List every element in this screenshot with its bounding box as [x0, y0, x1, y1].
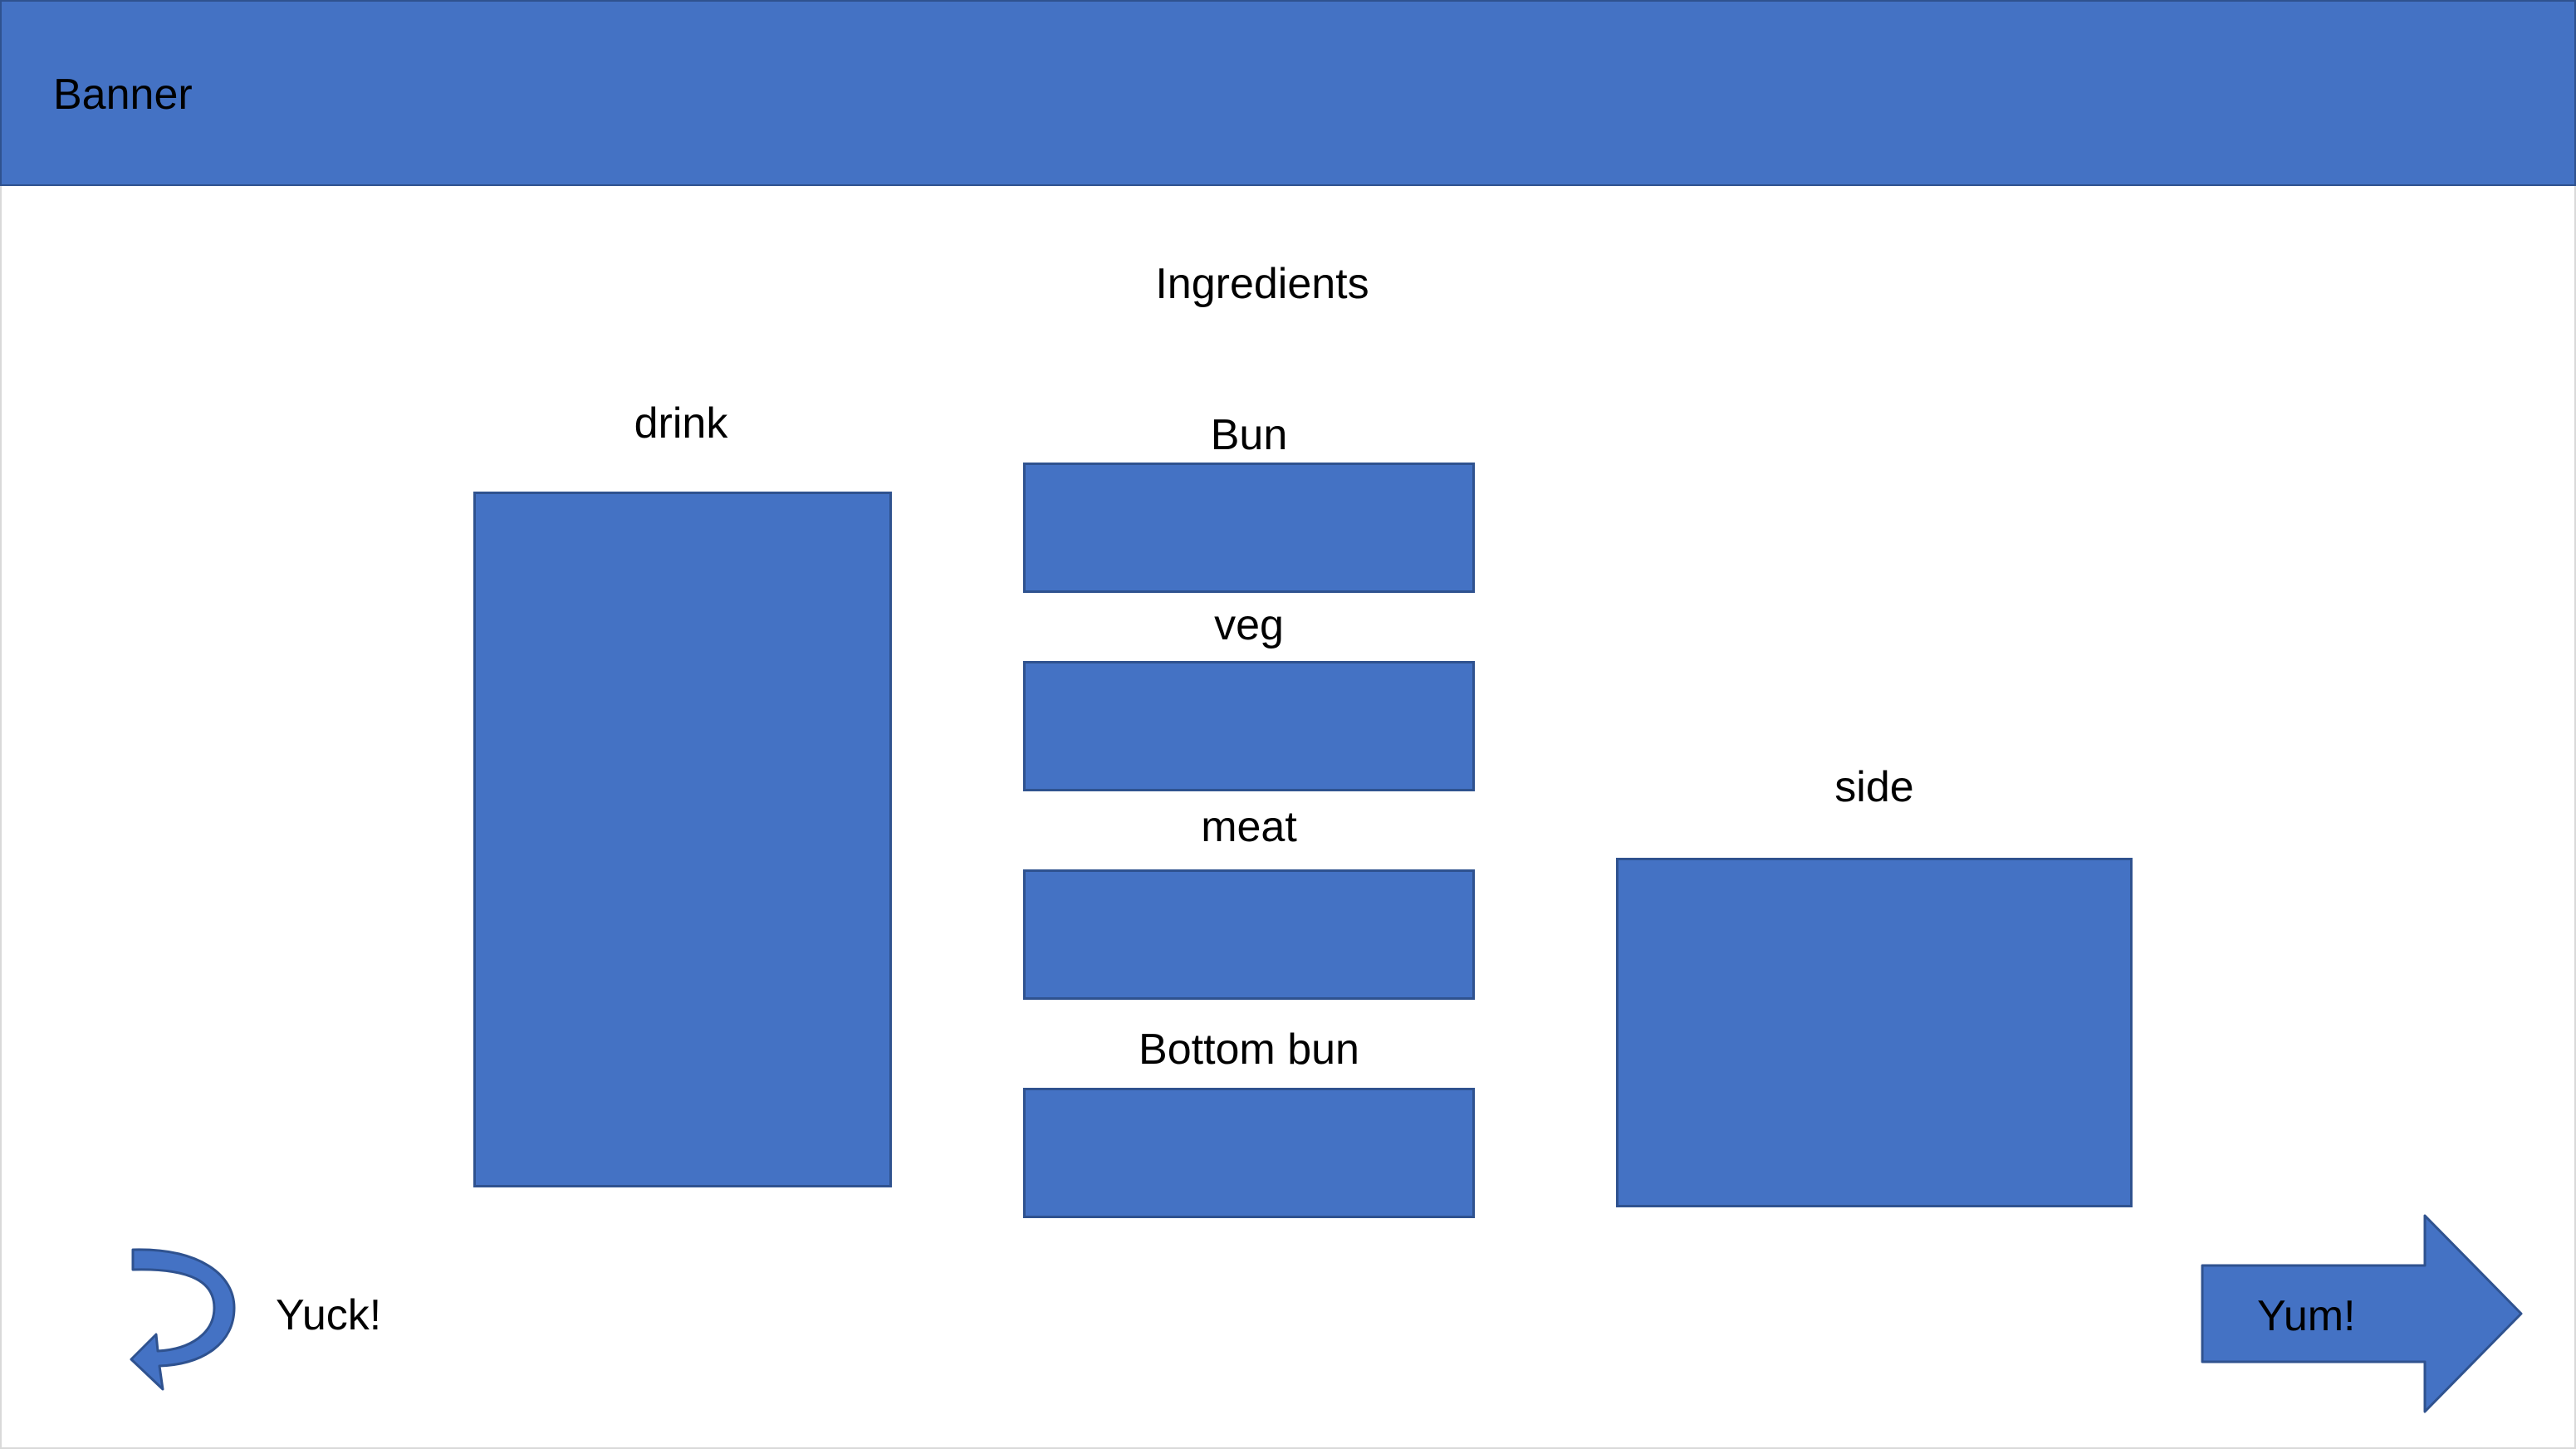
curved-u-turn-arrow-icon[interactable] — [125, 1241, 249, 1395]
side-slot[interactable] — [1616, 858, 2133, 1207]
banner-label: Banner — [53, 71, 193, 119]
veg-slot[interactable] — [1023, 661, 1475, 791]
bottom-bun-slot[interactable] — [1023, 1088, 1475, 1218]
bun-slot[interactable] — [1023, 463, 1475, 593]
drink-slot[interactable] — [473, 492, 892, 1187]
yuck-label[interactable]: Yuck! — [276, 1291, 382, 1339]
yum-label[interactable]: Yum! — [2257, 1292, 2356, 1340]
side-label: side — [1834, 763, 1914, 811]
drink-label: drink — [634, 399, 728, 448]
right-arrow-icon[interactable] — [2199, 1212, 2525, 1415]
ingredients-title: Ingredients — [1155, 260, 1369, 308]
bottom-bun-label: Bottom bun — [1139, 1026, 1359, 1074]
banner: Banner — [0, 0, 2576, 186]
veg-label: veg — [1214, 601, 1284, 649]
meat-label: meat — [1201, 803, 1297, 851]
meat-slot[interactable] — [1023, 869, 1475, 1000]
bun-label: Bun — [1210, 411, 1288, 459]
